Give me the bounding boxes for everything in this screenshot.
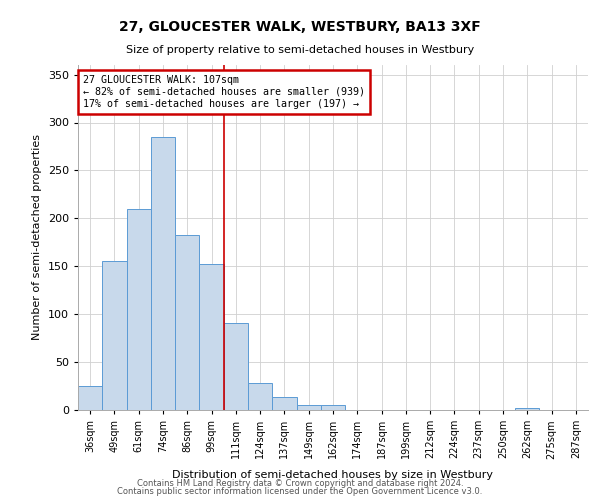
Text: 27 GLOUCESTER WALK: 107sqm
← 82% of semi-detached houses are smaller (939)
17% o: 27 GLOUCESTER WALK: 107sqm ← 82% of semi…: [83, 76, 365, 108]
Bar: [321, 405, 345, 410]
Text: 27, GLOUCESTER WALK, WESTBURY, BA13 3XF: 27, GLOUCESTER WALK, WESTBURY, BA13 3XF: [119, 20, 481, 34]
Text: Contains public sector information licensed under the Open Government Licence v3: Contains public sector information licen…: [118, 487, 482, 496]
Bar: [78, 386, 102, 410]
Bar: [296, 405, 321, 410]
Bar: [127, 209, 151, 410]
Bar: [102, 262, 127, 410]
Y-axis label: Number of semi-detached properties: Number of semi-detached properties: [32, 134, 42, 340]
X-axis label: Distribution of semi-detached houses by size in Westbury: Distribution of semi-detached houses by …: [173, 470, 493, 480]
Bar: [224, 323, 248, 410]
Bar: [515, 408, 539, 410]
Text: Contains HM Land Registry data © Crown copyright and database right 2024.: Contains HM Land Registry data © Crown c…: [137, 478, 463, 488]
Bar: [151, 137, 175, 410]
Bar: [272, 396, 296, 410]
Bar: [199, 264, 224, 410]
Bar: [175, 234, 199, 410]
Bar: [248, 383, 272, 410]
Text: Size of property relative to semi-detached houses in Westbury: Size of property relative to semi-detach…: [126, 45, 474, 55]
